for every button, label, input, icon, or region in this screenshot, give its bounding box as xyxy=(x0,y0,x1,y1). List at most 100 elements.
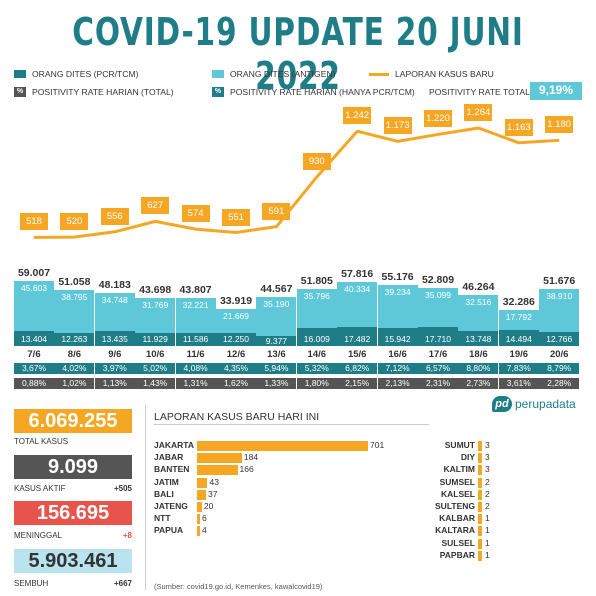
province-name: JATIM xyxy=(154,476,179,487)
positivity-total-value: 9,19% xyxy=(530,82,582,100)
total-kasus-value: 6.069.255 xyxy=(14,409,132,433)
bar-antigen: 35.099 xyxy=(418,287,458,327)
line-value-label: 518 xyxy=(20,213,48,231)
pr-total-label: 1,80% xyxy=(296,378,337,389)
pr-total-label: 2,13% xyxy=(377,378,418,389)
bar-total-label: 51.676 xyxy=(543,275,576,288)
line-value-label: 1.180 xyxy=(545,116,574,134)
province-name: SUMUT xyxy=(444,440,475,450)
bar-total-label: 52.809 xyxy=(421,273,455,286)
bar-total-label: 51.805 xyxy=(300,275,333,287)
meninggal-value: 156.695 xyxy=(14,501,132,525)
bar-pcr: 15.942 xyxy=(377,328,418,346)
province-value: 6 xyxy=(202,513,207,524)
province-bar xyxy=(197,526,200,537)
bar-total-label: 46.264 xyxy=(462,281,495,294)
meninggal-delta: +8 xyxy=(122,531,132,540)
province-value: 37 xyxy=(208,488,218,499)
province-name: KALTARA xyxy=(435,525,475,536)
line-value-label: 1.264 xyxy=(464,104,493,121)
province-value: 43 xyxy=(209,476,219,487)
date-label: 18/6 xyxy=(469,349,488,360)
legend-swatch-pr-total: % xyxy=(14,87,26,97)
bar-antigen: 21.669 xyxy=(216,308,256,333)
date-label: 15/6 xyxy=(347,349,367,360)
date-label: 11/6 xyxy=(186,349,205,360)
bar-pcr: 9.377 xyxy=(256,335,297,346)
legend-label-pcr: ORANG DITES (PCR/TCM) xyxy=(32,69,139,79)
province-value: 2 xyxy=(485,476,490,487)
line-value-label: 627 xyxy=(141,197,170,215)
province-name: KALTIM xyxy=(443,464,475,475)
pr-pcr-label: 5,02% xyxy=(135,363,176,374)
brand-logo-icon: pd xyxy=(492,396,512,412)
province-value: 20 xyxy=(203,501,214,511)
province-name: SUMSEL xyxy=(439,476,475,487)
province-name: KALSEL xyxy=(441,488,475,499)
total-kasus-label: TOTAL KASUS xyxy=(14,437,69,446)
line-value-label: 1.163 xyxy=(504,118,533,136)
province-bar xyxy=(478,550,482,561)
pr-pcr-label: 8,79% xyxy=(539,363,580,374)
province-bar xyxy=(478,453,482,464)
pr-pcr-label: 6,82% xyxy=(337,363,378,374)
pr-pcr-label: 4,02% xyxy=(54,363,95,374)
province-value: 3 xyxy=(485,440,490,450)
bar-antigen: 32.516 xyxy=(458,295,499,331)
kasus-aktif-label: KASUS AKTIF xyxy=(14,484,66,493)
province-bar xyxy=(478,477,482,488)
legend-label-pr-pcr: POSITIVITY RATE HARIAN (HANYA PCR/TCM) xyxy=(230,87,415,97)
province-bar xyxy=(478,514,482,525)
province-value: 166 xyxy=(239,464,254,475)
kasus-aktif-value: 9.099 xyxy=(14,455,132,479)
meninggal-label: MENINGGAL xyxy=(14,531,63,540)
brand-name: perupadata xyxy=(515,397,576,411)
province-value: 3 xyxy=(485,452,490,463)
bar-pcr: 13.748 xyxy=(458,330,499,346)
bar-antigen: 17.792 xyxy=(498,310,539,331)
legend-swatch-antigen xyxy=(212,70,224,78)
kasus-aktif-delta: +505 xyxy=(113,484,132,493)
bar-pcr: 17.710 xyxy=(418,326,458,346)
panel-divider xyxy=(145,405,146,590)
province-value: 1 xyxy=(485,549,490,560)
line-value-label: 551 xyxy=(222,208,250,226)
bar-total-label: 43.698 xyxy=(139,283,172,296)
province-value: 2 xyxy=(485,488,490,499)
province-name: SULTENG xyxy=(435,501,475,511)
kasus-line xyxy=(33,126,560,239)
bar-antigen: 35.190 xyxy=(256,296,297,336)
bar-antigen: 39.234 xyxy=(377,285,418,329)
province-name: BALI xyxy=(154,488,174,499)
date-label: 19/6 xyxy=(509,349,529,360)
bar-antigen: 45.603 xyxy=(14,281,54,332)
pr-pcr-label: 6,57% xyxy=(418,363,458,374)
pr-pcr-label: 5,94% xyxy=(256,363,297,374)
bar-total-label: 48.183 xyxy=(98,278,131,291)
date-label: 9/6 xyxy=(108,349,122,360)
pr-total-label: 1,31% xyxy=(175,378,216,389)
bar-antigen: 40.334 xyxy=(337,282,378,327)
bar-antigen: 31.769 xyxy=(135,297,176,333)
date-label: 13/6 xyxy=(267,349,286,360)
pr-total-label: 2,31% xyxy=(418,378,458,389)
pr-total-label: 1,02% xyxy=(54,378,95,389)
legend-swatch-kasus xyxy=(369,73,389,76)
date-label: 8/6 xyxy=(67,349,81,360)
province-bar xyxy=(197,453,242,464)
province-bar xyxy=(197,441,369,451)
line-value-label: 1.173 xyxy=(383,117,412,135)
pr-pcr-label: 3,67% xyxy=(14,363,54,374)
province-bar xyxy=(197,514,200,525)
pr-total-label: 2,73% xyxy=(458,378,499,389)
date-label: 12/6 xyxy=(226,349,246,360)
pr-total-label: 1,33% xyxy=(256,378,297,389)
pr-total-label: 1,43% xyxy=(135,378,176,389)
date-label: 17/6 xyxy=(428,349,448,360)
legend-swatch-pcr xyxy=(14,70,26,78)
date-label: 7/6 xyxy=(27,349,41,360)
pr-pcr-label: 5,32% xyxy=(296,363,337,374)
page-title: COVID-19 UPDATE 20 JUNI 2022 xyxy=(72,10,524,98)
province-name: NTT xyxy=(154,513,171,524)
sembuh-label: SEMBUH xyxy=(14,579,49,588)
